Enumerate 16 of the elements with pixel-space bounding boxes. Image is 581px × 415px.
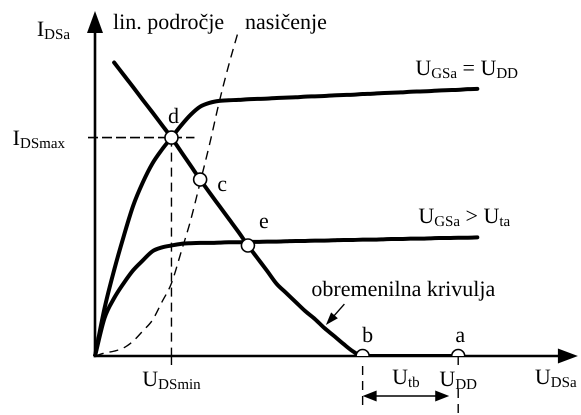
- annotation: nasičenje: [245, 9, 327, 34]
- ref-line-label: I$_{DSmax}$: [12, 124, 65, 152]
- annotation: e: [259, 208, 269, 232]
- annotation: b: [362, 322, 374, 347]
- x-axis-title: U$_{DSa}$: [534, 364, 577, 391]
- annotation: a: [455, 322, 466, 347]
- annotation: c: [217, 170, 228, 196]
- annotation: lin. področje: [113, 9, 224, 34]
- x-tick-label: U$_{DSmin}$: [142, 366, 201, 393]
- text: U$_{tb}$: [392, 364, 420, 391]
- series-label: U$_{GSa}$ = U$_{DD}$: [415, 54, 518, 82]
- x-tick-label: U$_{DD}$: [439, 366, 477, 393]
- series-label: U$_{GSa}$ > U$_{ta}$: [418, 203, 510, 230]
- series-label: obremenilna krivulja: [311, 276, 496, 302]
- y-axis-title: I$_{DSa}$: [36, 16, 70, 43]
- annotation: d: [168, 102, 179, 128]
